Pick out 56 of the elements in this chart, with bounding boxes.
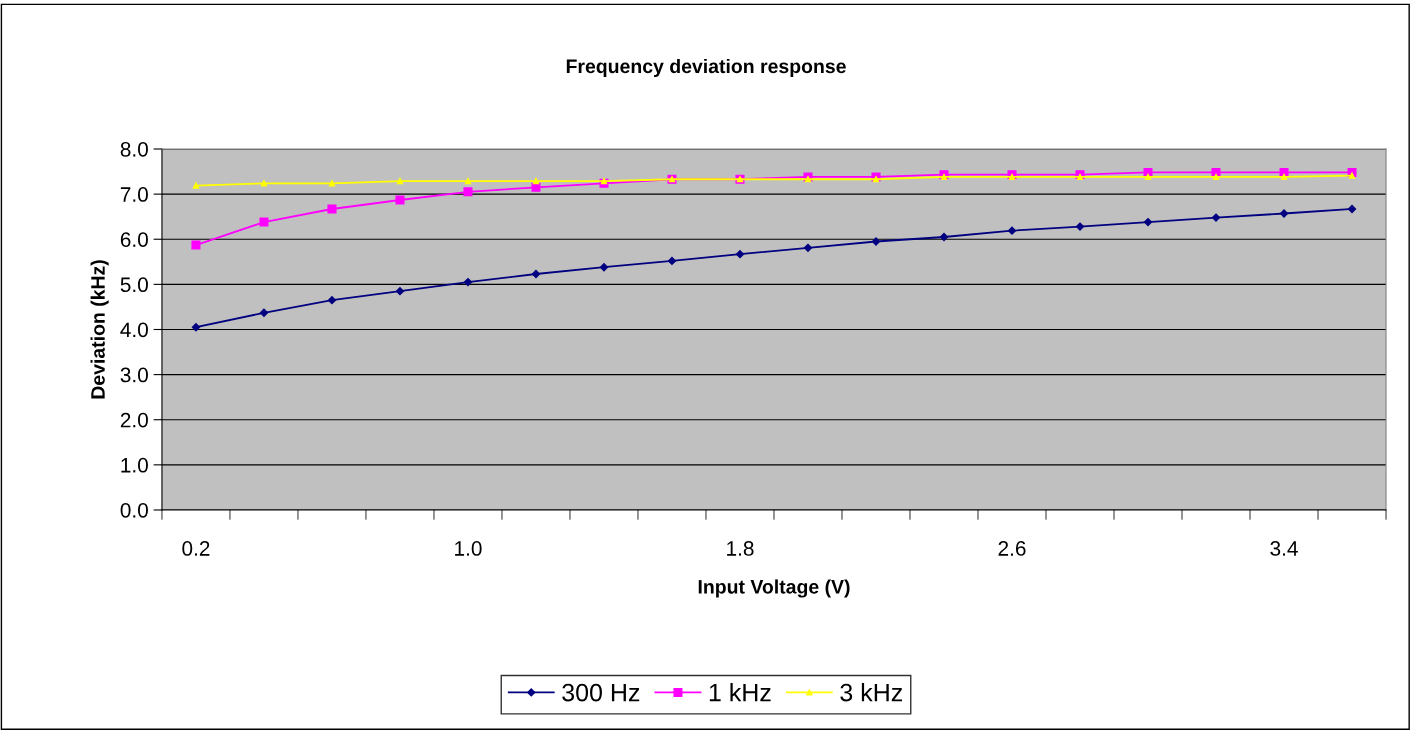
y-tick-label: 2.0 <box>120 412 148 428</box>
point <box>259 308 269 317</box>
point <box>395 286 405 296</box>
point <box>803 243 813 252</box>
point <box>531 269 541 279</box>
point <box>531 182 541 192</box>
point <box>804 176 812 183</box>
point <box>1075 222 1085 231</box>
point <box>1143 217 1153 227</box>
point <box>463 277 473 287</box>
y-tick-label: 7.0 <box>120 187 148 202</box>
chart-title: Frequency deviation response <box>566 58 846 78</box>
point <box>735 249 745 259</box>
point <box>328 180 336 187</box>
point <box>599 263 609 272</box>
point <box>1211 167 1221 177</box>
point <box>259 217 269 227</box>
legend-label: 1 kHz <box>709 683 771 702</box>
legend-label: 3 kHz <box>840 683 903 702</box>
point <box>327 204 337 214</box>
x-tick-label: 0.2 <box>182 541 210 556</box>
point <box>192 182 200 189</box>
point <box>1144 173 1152 181</box>
y-tick-label: 0.0 <box>120 502 148 518</box>
point <box>260 180 268 187</box>
point <box>396 177 404 185</box>
point <box>191 240 201 250</box>
point <box>872 176 880 183</box>
x-tick-label: 1.8 <box>727 541 754 556</box>
point <box>1143 167 1153 177</box>
point <box>1280 173 1288 181</box>
x-tick-label: 2.6 <box>998 541 1026 556</box>
x-axis-title: Input Voltage (V) <box>698 579 850 598</box>
y-tick-label: 5.0 <box>120 277 148 293</box>
y-tick-label: 4.0 <box>120 322 148 338</box>
y-tick-label: 3.0 <box>120 367 148 383</box>
point <box>395 195 405 205</box>
point <box>1348 172 1356 179</box>
y-tick-label: 8.0 <box>120 141 148 157</box>
point <box>532 177 540 185</box>
x-tick-label: 1.0 <box>455 541 482 556</box>
point <box>1212 173 1220 181</box>
point <box>667 256 677 266</box>
point <box>1347 204 1357 214</box>
point <box>191 323 201 332</box>
point <box>1211 213 1221 222</box>
point <box>939 232 949 242</box>
y-axis-title: Deviation (kHz) <box>90 260 109 399</box>
y-tick-label: 6.0 <box>120 232 148 247</box>
legend-label: 300 Hz <box>562 683 640 702</box>
x-tick-label: 3.4 <box>1270 541 1298 556</box>
point <box>1007 226 1017 235</box>
point <box>327 296 337 305</box>
point <box>463 187 473 197</box>
point <box>464 177 472 185</box>
y-tick-label: 1.0 <box>121 457 148 473</box>
